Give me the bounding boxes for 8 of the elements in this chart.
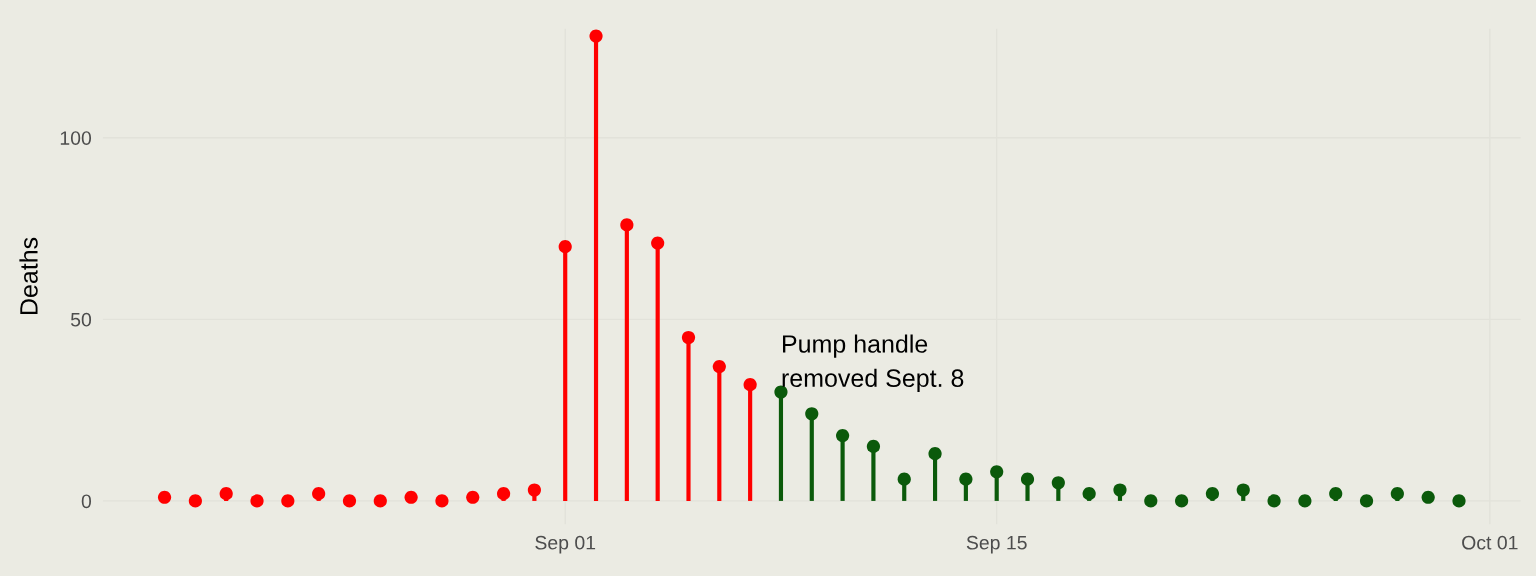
annotation: Pump handle removed Sept. 8 xyxy=(782,334,964,392)
x-tick-label: Oct 01 xyxy=(1462,535,1518,550)
x-tick-label: Sep 15 xyxy=(966,535,1027,554)
y-axis-title: Deaths xyxy=(19,237,38,315)
y-tick-label: 0 xyxy=(81,494,92,509)
y-tick-label: 50 xyxy=(70,312,92,327)
x-tick-label: Sep 01 xyxy=(535,535,596,554)
y-tick-label: 100 xyxy=(60,131,92,145)
